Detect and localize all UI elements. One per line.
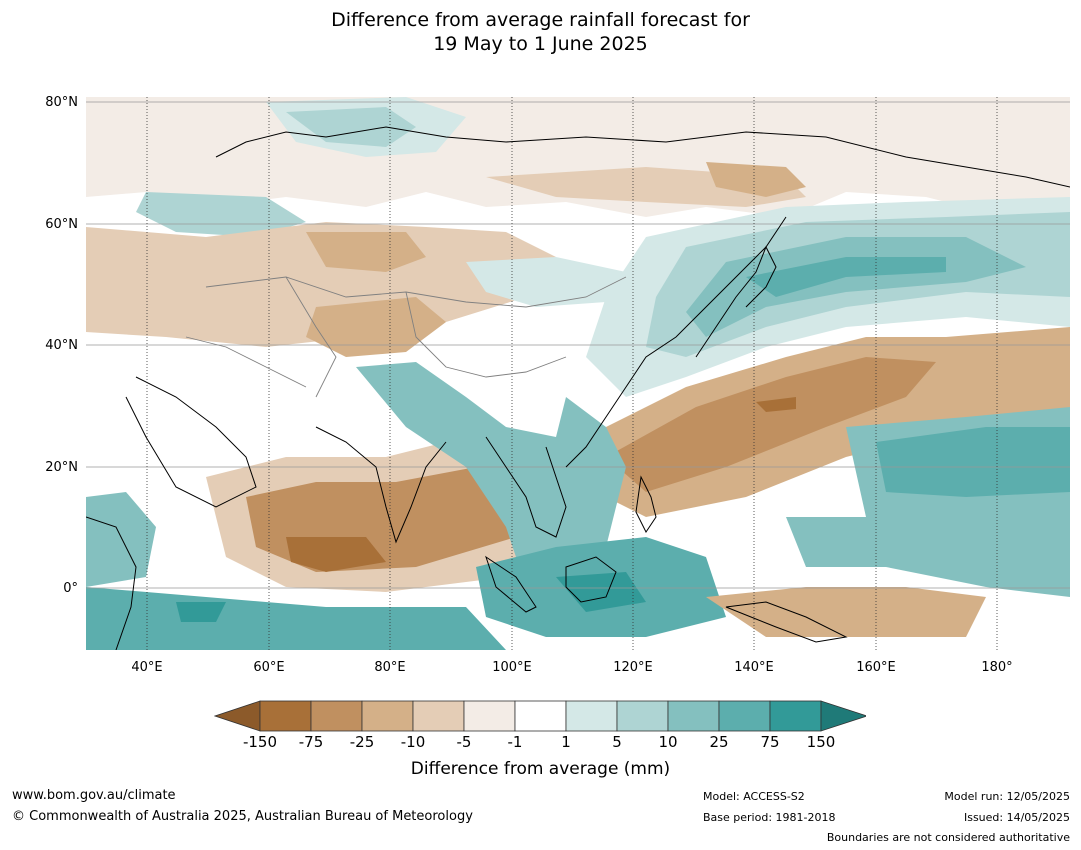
- colorbar-tick-label: 1: [561, 733, 571, 751]
- lon-label-160e: 160°E: [856, 660, 896, 675]
- colorbar-segment: [310, 700, 363, 732]
- anomaly-east-africa-teal: [86, 492, 156, 587]
- footer-base-period: Base period: 1981-2018: [703, 811, 836, 824]
- title-line-2: 19 May to 1 June 2025: [433, 33, 648, 55]
- anomaly-south-pacific-teal: [786, 517, 1070, 597]
- coastline-east-africa: [86, 516, 137, 650]
- lon-label-40e: 40°E: [131, 660, 163, 675]
- anomaly-tibet-tan: [306, 297, 446, 357]
- anomaly-nw-pacific-tan-3: [756, 397, 796, 412]
- colorbar-segment: [463, 700, 516, 732]
- anomaly-central-asia-tan-2: [306, 232, 426, 272]
- colorbar-arrow-low: [214, 700, 261, 732]
- colorbar-segment: [718, 700, 771, 732]
- colorbar: [214, 700, 866, 732]
- coastline-east-asia: [565, 216, 787, 468]
- lon-label-140e: 140°E: [734, 660, 774, 675]
- map-canvas: [86, 97, 1070, 650]
- anomaly-south-pacific-tan: [706, 587, 986, 637]
- anomaly-indian-ocean-tan-3: [286, 537, 386, 572]
- anomaly-south-indian-teal-2: [176, 602, 226, 622]
- colorbar-tick-label: 25: [709, 733, 729, 751]
- footer-issued: Issued: 14/05/2025: [963, 811, 1070, 824]
- map-gridlines: [86, 101, 1070, 589]
- coastline-india: [315, 426, 447, 544]
- title-line-1: Difference from average rainfall forecas…: [331, 9, 750, 31]
- colorbar-segment: [667, 700, 720, 732]
- lon-label-180: 180°: [981, 660, 1013, 675]
- lon-label-60e: 60°E: [253, 660, 285, 675]
- anomaly-arctic-teal-2: [286, 107, 416, 147]
- lon-label-80e: 80°E: [374, 660, 406, 675]
- country-boundaries: [185, 276, 627, 398]
- anomaly-siberia-tan-3: [706, 162, 806, 197]
- colorbar-segment: [259, 700, 312, 732]
- lat-label-20n: 20°N: [45, 460, 78, 475]
- coastline-arctic: [215, 126, 1070, 188]
- anomaly-ural-teal: [136, 192, 306, 237]
- coastline-indochina: [485, 436, 567, 538]
- lon-label-100e: 100°E: [492, 660, 532, 675]
- footer-disclaimer: Boundaries are not considered authoritat…: [826, 831, 1070, 844]
- colorbar-segment: [412, 700, 465, 732]
- chart-title: Difference from average rainfall forecas…: [0, 8, 1081, 56]
- colorbar-tick-label: -75: [298, 733, 324, 751]
- footer-copyright: © Commonwealth of Australia 2025, Austra…: [12, 809, 473, 824]
- coastline-borneo: [565, 556, 617, 603]
- colorbar-segment: [769, 700, 822, 732]
- coastline-new-guinea: [725, 601, 848, 643]
- colorbar-title: Difference from average (mm): [410, 759, 671, 779]
- footer-model: Model: ACCESS-S2: [703, 790, 805, 803]
- colorbar-tick-label: 10: [658, 733, 678, 751]
- colorbar-tick-label: 150: [806, 733, 836, 751]
- colorbar-tick-label: -5: [456, 733, 472, 751]
- footer-model-run: Model run: 12/05/2025: [944, 790, 1070, 803]
- colorbar-segment: [361, 700, 414, 732]
- lat-label-40n: 40°N: [45, 338, 78, 353]
- coastline-arabia: [125, 376, 257, 508]
- coastlines: [86, 126, 1070, 650]
- anomaly-bay-bengal-teal: [356, 362, 626, 597]
- colorbar-segment: [514, 700, 567, 732]
- anomaly-north-pacific-teal-4: [746, 257, 946, 297]
- coastline-philippines: [635, 475, 657, 533]
- colorbar-tick-label: 5: [612, 733, 622, 751]
- anomaly-maritime-teal-2: [556, 572, 646, 612]
- anomaly-east-pacific-teal-2: [876, 427, 1070, 497]
- coastline-japan: [695, 245, 777, 358]
- lat-label-80n: 80°N: [45, 95, 78, 110]
- colorbar-tick-label: 75: [760, 733, 780, 751]
- lon-label-120e: 120°E: [613, 660, 653, 675]
- colorbar-tick-label: -150: [242, 733, 278, 751]
- lat-label-60n: 60°N: [45, 217, 78, 232]
- colorbar-segment: [565, 700, 618, 732]
- lat-label-0: 0°: [63, 581, 78, 596]
- colorbar-tick-label: -25: [349, 733, 375, 751]
- colorbar-tick-label: -10: [400, 733, 426, 751]
- colorbar-segment: [616, 700, 669, 732]
- colorbar-arrow-high: [820, 700, 866, 732]
- anomaly-nw-pacific-tan-2: [606, 357, 936, 492]
- coastline-sumatra: [485, 555, 537, 613]
- colorbar-tick-label: -1: [507, 733, 523, 751]
- footer-website[interactable]: www.bom.gov.au/climate: [12, 788, 176, 803]
- rainfall-map: [86, 97, 1070, 650]
- anomaly-mongolia-teal: [466, 257, 626, 307]
